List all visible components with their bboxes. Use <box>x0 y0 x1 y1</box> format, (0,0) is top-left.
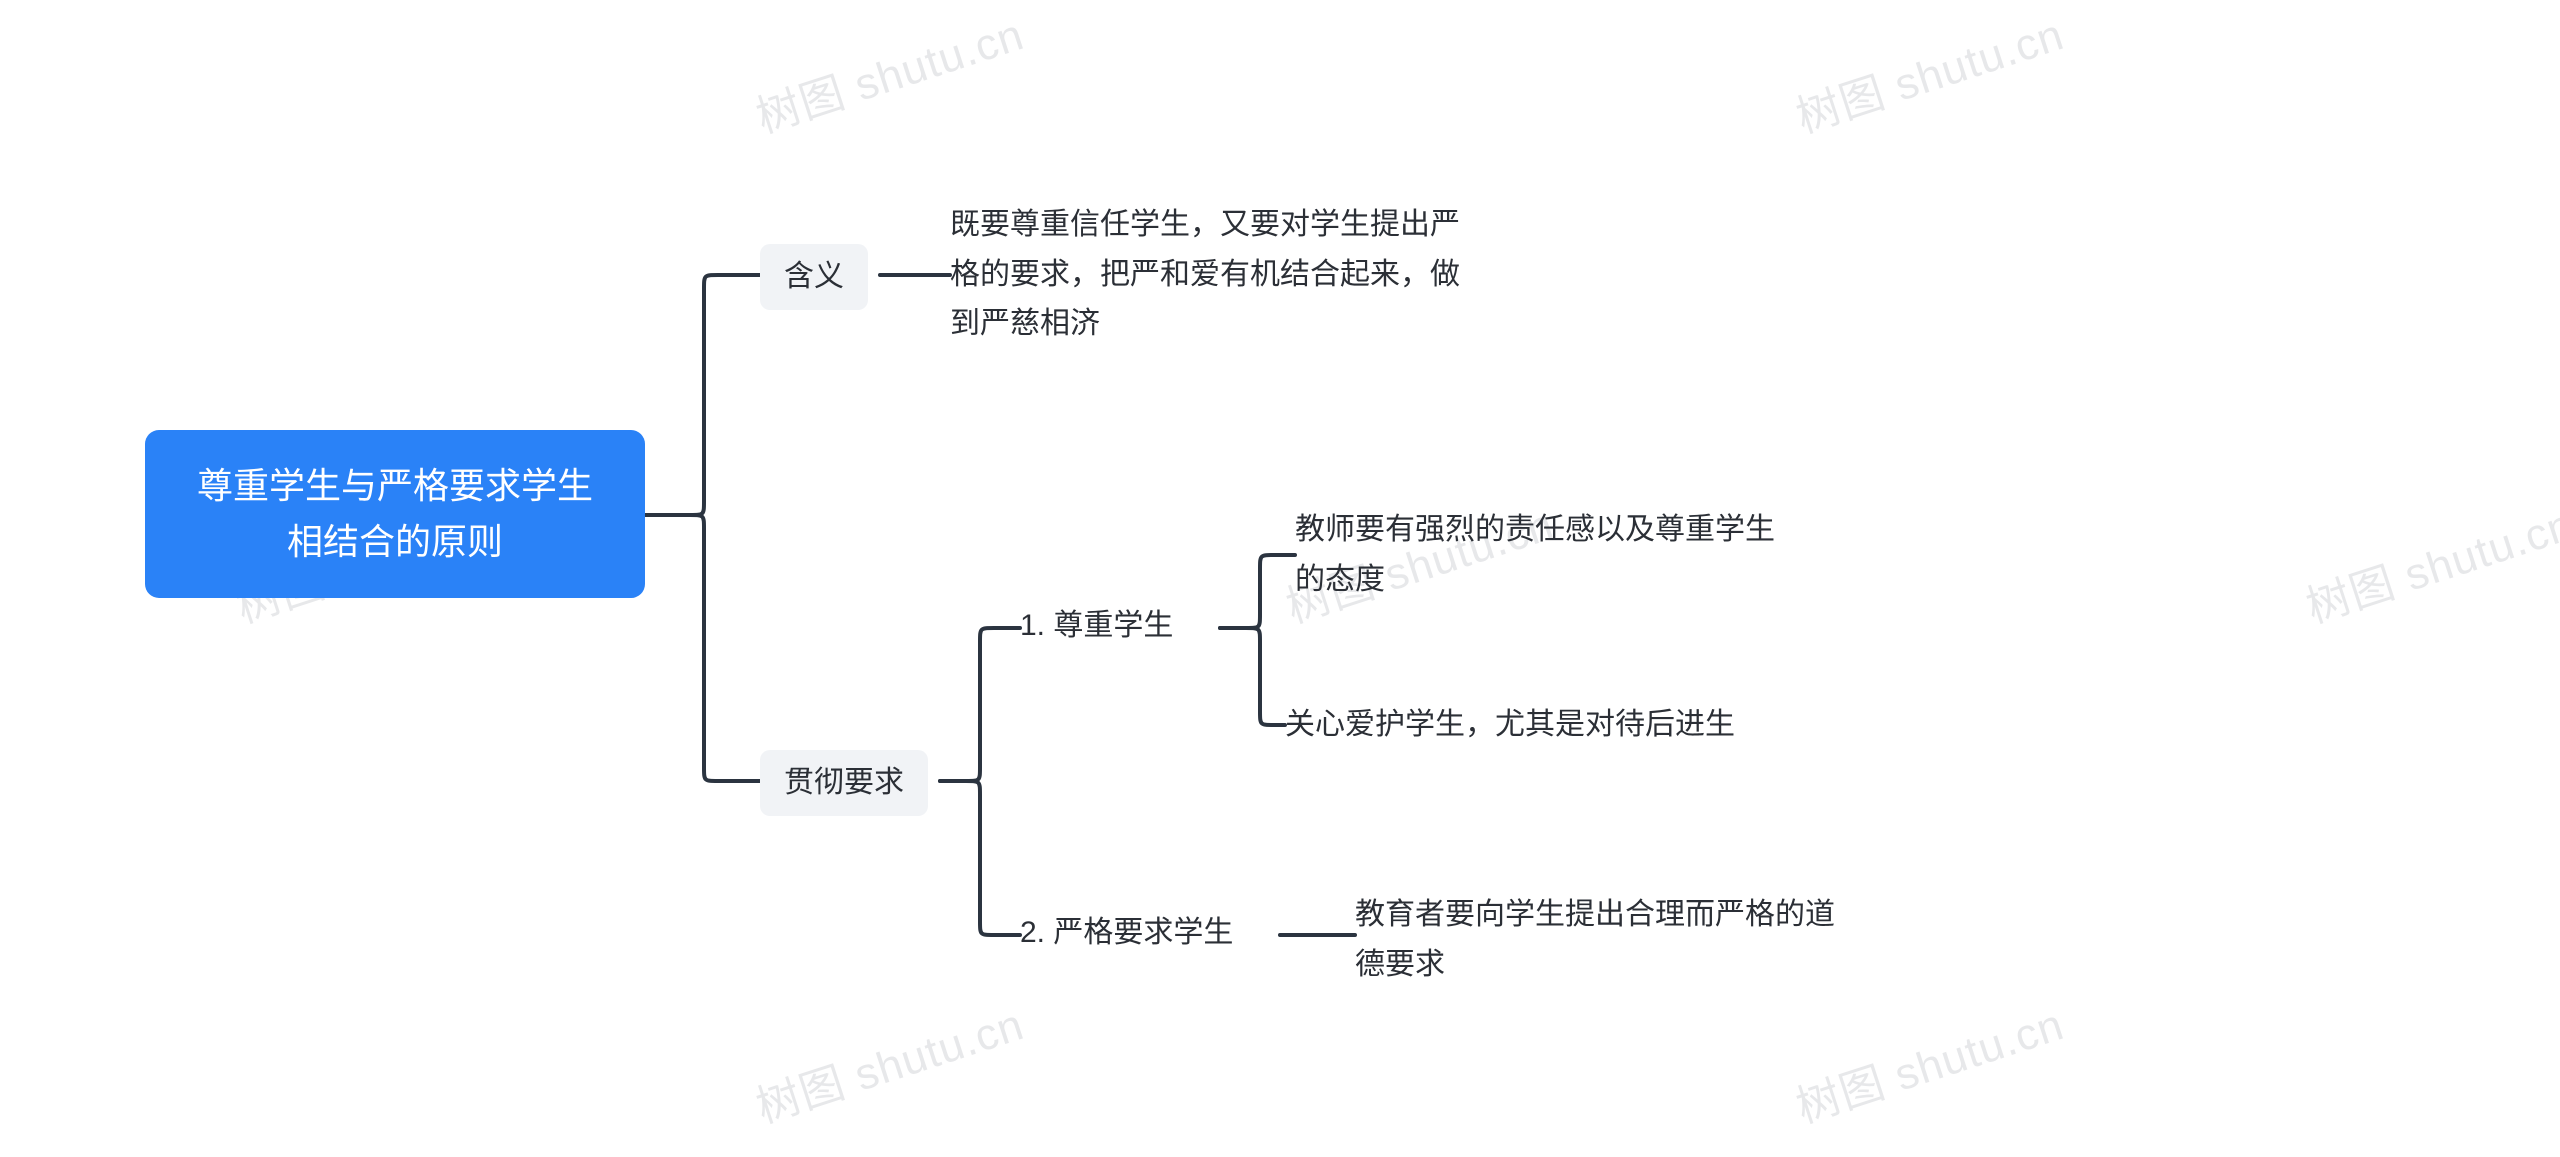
branch-meaning-label: 含义 <box>784 260 844 293</box>
watermark: 树图 shutu.cn <box>1787 989 2071 1136</box>
branch-requirements-label: 贯彻要求 <box>784 766 904 799</box>
mindmap-root-node[interactable]: 尊重学生与严格要求学生 相结合的原则 <box>145 430 645 598</box>
sub-strict-label: 2. 严格要求学生 <box>1020 916 1233 949</box>
leaf-respect-a-text: 教师要有强烈的责任感以及尊重学生的态度 <box>1295 513 1775 596</box>
sub-strict[interactable]: 2. 严格要求学生 <box>1020 910 1233 955</box>
root-line2: 相结合的原则 <box>287 521 503 562</box>
sub-respect[interactable]: 1. 尊重学生 <box>1020 603 1173 648</box>
root-line1: 尊重学生与严格要求学生 <box>197 465 593 506</box>
sub-respect-label: 1. 尊重学生 <box>1020 609 1173 642</box>
leaf-meaning-detail-text: 既要尊重信任学生，又要对学生提出严格的要求，把严和爱有机结合起来，做到严慈相济 <box>950 208 1460 340</box>
branch-meaning[interactable]: 含义 <box>760 244 868 310</box>
leaf-respect-b[interactable]: 关心爱护学生，尤其是对待后进生 <box>1285 700 1805 750</box>
leaf-strict-a[interactable]: 教育者要向学生提出合理而严格的道德要求 <box>1355 890 1855 989</box>
leaf-meaning-detail[interactable]: 既要尊重信任学生，又要对学生提出严格的要求，把严和爱有机结合起来，做到严慈相济 <box>950 200 1470 349</box>
branch-requirements[interactable]: 贯彻要求 <box>760 750 928 816</box>
watermark: 树图 shutu.cn <box>747 989 1031 1136</box>
watermark: 树图 shutu.cn <box>2297 489 2560 636</box>
leaf-respect-a[interactable]: 教师要有强烈的责任感以及尊重学生的态度 <box>1295 505 1785 604</box>
watermark: 树图 shutu.cn <box>1787 0 2071 145</box>
watermark: 树图 shutu.cn <box>747 0 1031 145</box>
leaf-strict-a-text: 教育者要向学生提出合理而严格的道德要求 <box>1355 898 1835 981</box>
leaf-respect-b-text: 关心爱护学生，尤其是对待后进生 <box>1285 708 1735 741</box>
